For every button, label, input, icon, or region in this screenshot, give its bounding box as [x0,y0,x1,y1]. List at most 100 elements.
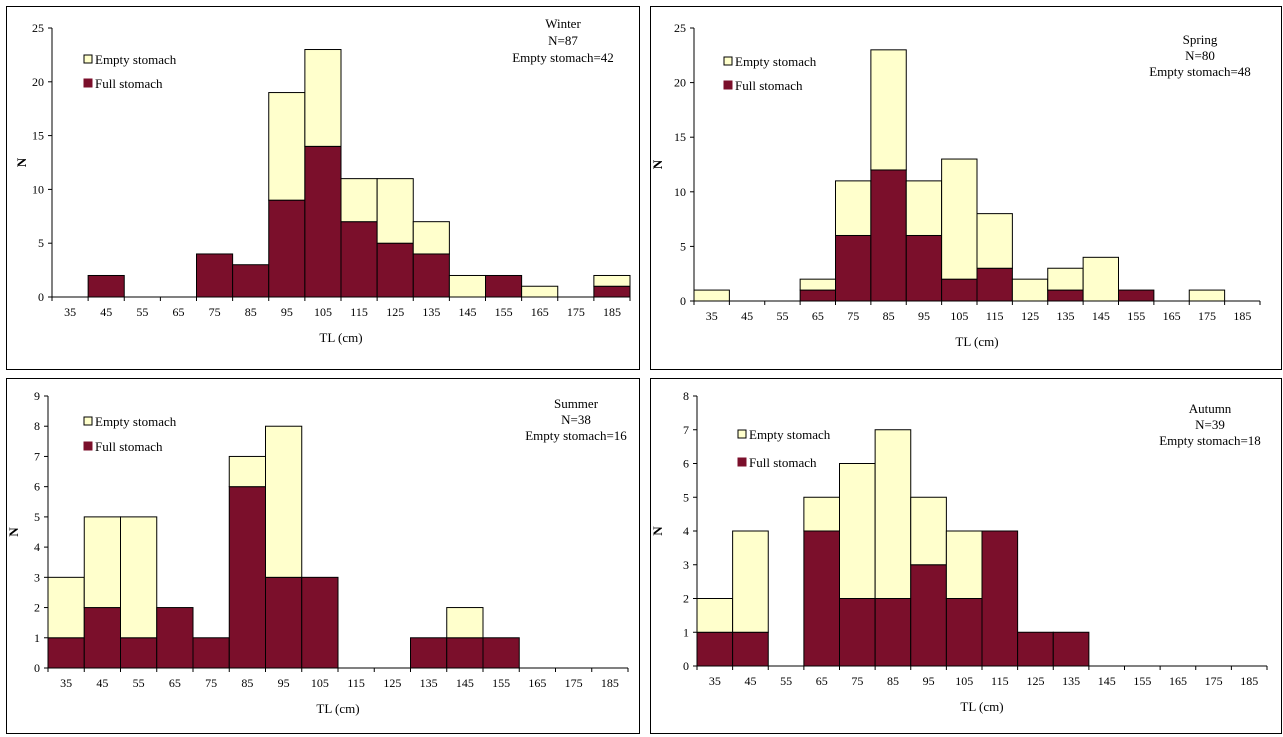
x-tick-label: 85 [883,309,895,323]
x-tick-label: 145 [456,676,474,690]
x-tick-label: 65 [812,309,824,323]
legend-label-full: Full stomach [735,78,803,93]
y-tick-label: 1 [683,625,689,639]
bar-full-stomach [47,637,85,669]
x-tick-label: 175 [1205,674,1223,688]
bar-empty-stomach [835,180,872,236]
bar-empty-stomach [696,598,734,633]
x-tick-label: 125 [386,305,404,319]
x-tick-label: 65 [172,305,184,319]
legend-swatch-full [737,457,747,467]
chart-panel-spring: 0 5 10 15 20 25 35 45 55 65 75 85 95 105 115 125 135 145 1… [650,6,1282,370]
x-axis-label: TL (cm) [316,701,359,716]
bar-empty-stomach [521,285,559,298]
bar-full-stomach [870,169,907,302]
x-tick-label: 115 [991,674,1009,688]
annotation-text: Empty stomach=16 [525,428,627,443]
y-tick-label: 15 [674,130,686,144]
bar-empty-stomach [304,49,342,147]
bar-full-stomach [981,530,1019,667]
y-tick-label: 0 [680,294,686,308]
annotation-text: N=38 [561,412,591,427]
bar-empty-stomach [910,496,947,566]
x-tick-label: 145 [1098,674,1116,688]
bar-empty-stomach [446,607,484,639]
bar-full-stomach [412,253,450,298]
annotation-text: Empty stomach=18 [1159,433,1261,448]
x-tick-label: 165 [528,676,546,690]
x-tick-label: 85 [241,676,253,690]
y-tick-label: 8 [683,389,689,403]
bar-full-stomach [232,264,270,298]
x-tick-label: 55 [133,676,145,690]
y-tick-label: 2 [683,592,689,606]
y-tick-label: 2 [34,601,40,615]
bar-empty-stomach [376,178,414,244]
y-tick-label: 3 [683,558,689,572]
bar-full-stomach [304,145,342,298]
x-tick-label: 135 [1056,309,1074,323]
y-tick-label: 10 [674,185,686,199]
bar-full-stomach [1017,631,1054,667]
x-tick-label: 105 [314,305,332,319]
chart-panel-winter: 0 5 10 15 20 25 35 45 55 65 75 85 95 105 115 125 135 145 1… [6,6,640,370]
y-tick-label: 7 [683,423,689,437]
legend-swatch-full [723,80,733,90]
x-tick-label: 35 [60,676,72,690]
x-axis-label: TL (cm) [955,334,998,349]
x-tick-label: 85 [887,674,899,688]
x-tick-label: 125 [383,676,401,690]
legend-label-empty: Empty stomach [95,52,177,67]
chart-spring: 0 5 10 15 20 25 35 45 55 65 75 85 95 105 115 125 135 145 1… [650,6,1282,370]
x-tick-label: 55 [780,674,792,688]
y-tick-label: 7 [34,449,40,463]
x-axis-label: TL (cm) [960,699,1003,714]
y-axis-label: N [650,526,665,536]
y-tick-label: 0 [34,661,40,675]
x-tick-label: 55 [776,309,788,323]
x-tick-label: 175 [565,676,583,690]
x-tick-label: 155 [492,676,510,690]
annotation-text: N=80 [1185,48,1215,63]
x-tick-label: 95 [923,674,935,688]
x-tick-label: 95 [278,676,290,690]
x-tick-label: 65 [816,674,828,688]
bar-full-stomach [196,253,234,298]
bar-full-stomach [228,486,266,669]
x-tick-label: 185 [603,305,621,319]
season-title: Winter [545,16,581,31]
y-tick-label: 25 [674,21,686,35]
bar-full-stomach [910,564,947,667]
x-tick-label: 185 [601,676,619,690]
season-title: Spring [1183,32,1218,47]
y-axis-label: N [6,527,21,537]
bar-full-stomach [803,530,840,667]
x-tick-label: 105 [955,674,973,688]
x-tick-label: 165 [1169,674,1187,688]
bar-full-stomach [945,598,983,667]
annotation-text: Empty stomach=48 [1149,64,1251,79]
y-tick-label: 0 [683,659,689,673]
bar-empty-stomach [448,274,486,298]
bar-empty-stomach [1188,289,1226,302]
y-tick-label: 25 [32,21,44,35]
bar-full-stomach [268,199,306,298]
chart-panel-summer: 0 1 2 3 4 5 6 7 8 9 35 45 55 65 75 85 95 105 115 125 135 145 1… [6,378,640,734]
x-tick-label: 105 [311,676,329,690]
bar-full-stomach [1047,289,1084,302]
annotation-text: N=87 [548,33,578,48]
bar-empty-stomach [803,496,840,532]
bar-empty-stomach [120,516,158,639]
bar-empty-stomach [412,221,450,255]
bar-full-stomach [1052,631,1090,667]
x-tick-label: 135 [422,305,440,319]
y-axis-label: N [14,157,29,167]
bar-full-stomach [1118,289,1155,302]
bar-full-stomach [376,242,414,298]
bar-empty-stomach [47,576,85,639]
bar-empty-stomach [1082,256,1119,302]
y-tick-label: 9 [34,389,40,403]
x-tick-label: 125 [1026,674,1044,688]
x-tick-label: 135 [420,676,438,690]
